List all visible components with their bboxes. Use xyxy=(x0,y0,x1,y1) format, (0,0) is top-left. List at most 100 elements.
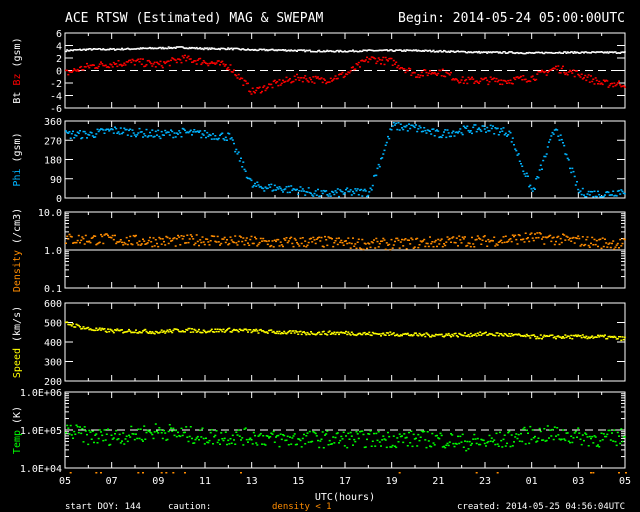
data-point-temp xyxy=(76,426,79,428)
data-point-bt xyxy=(450,50,452,52)
data-point-speed xyxy=(111,330,114,332)
data-point-bt xyxy=(214,48,217,50)
data-point-speed xyxy=(210,328,213,331)
data-point-bt xyxy=(364,49,367,52)
data-point-bt xyxy=(222,47,225,50)
data-point-temp xyxy=(395,446,398,449)
data-point-temp xyxy=(126,440,129,443)
data-point-temp xyxy=(289,436,291,438)
data-point-bt xyxy=(585,51,588,53)
data-point-phi xyxy=(122,131,125,134)
data-point-speed xyxy=(102,328,105,331)
data-point-phi xyxy=(549,138,552,141)
data-point-density xyxy=(432,246,435,248)
data-point-bt xyxy=(422,49,424,52)
data-point-temp xyxy=(504,445,507,447)
data-point-bz xyxy=(229,64,232,66)
data-point-temp xyxy=(105,433,108,435)
data-point-density xyxy=(609,246,612,249)
data-point-temp xyxy=(622,436,625,438)
data-point-bt xyxy=(363,49,366,52)
data-point-bt xyxy=(152,47,155,50)
data-point-bz xyxy=(81,69,84,71)
data-point-density xyxy=(494,245,497,247)
data-point-temp xyxy=(464,440,466,442)
data-point-bt xyxy=(544,51,547,54)
data-point-speed xyxy=(263,331,266,333)
data-point-temp xyxy=(523,426,526,429)
data-point-bt xyxy=(66,49,69,51)
data-point-temp xyxy=(189,426,192,428)
data-point-phi xyxy=(443,131,445,133)
data-point-density xyxy=(306,244,309,246)
data-point-speed xyxy=(592,337,595,339)
caution-mark xyxy=(165,472,168,474)
y-tick-label: 0 xyxy=(56,194,62,205)
data-point-temp xyxy=(195,437,198,439)
y-tick-label: 300 xyxy=(44,358,62,369)
data-point-temp xyxy=(311,440,314,443)
data-point-temp xyxy=(377,431,380,433)
data-point-temp xyxy=(507,431,510,434)
data-point-bt xyxy=(566,51,569,53)
data-point-density xyxy=(481,239,484,241)
data-point-bz xyxy=(195,63,198,65)
data-point-bt xyxy=(103,48,106,51)
data-point-bz xyxy=(255,89,258,92)
data-point-speed xyxy=(177,329,179,331)
data-point-bt xyxy=(280,49,283,51)
data-point-temp xyxy=(438,437,441,440)
data-point-bt xyxy=(93,48,95,50)
data-point-speed xyxy=(422,334,424,336)
data-point-phi xyxy=(600,196,603,198)
caution-mark xyxy=(618,472,620,474)
data-point-bz xyxy=(381,59,384,61)
y-tick-label: 200 xyxy=(44,377,62,388)
data-point-bz xyxy=(249,91,252,93)
data-point-speed xyxy=(174,328,177,330)
data-point-temp xyxy=(576,436,578,438)
data-point-speed xyxy=(367,333,370,335)
data-point-phi xyxy=(548,141,550,143)
data-point-bt xyxy=(377,49,380,52)
data-point-density xyxy=(380,240,382,242)
data-point-phi xyxy=(265,187,268,190)
caution-mark xyxy=(592,472,595,474)
data-point-bt xyxy=(230,47,233,49)
data-point-phi xyxy=(368,191,371,193)
y-axis-label: Density(/cm3) xyxy=(12,208,23,292)
data-point-bt xyxy=(429,49,431,52)
data-point-phi xyxy=(406,130,409,132)
data-point-bt xyxy=(584,51,587,53)
data-point-density xyxy=(290,236,293,239)
data-point-density xyxy=(397,239,400,242)
data-point-bz xyxy=(265,87,268,90)
data-point-temp xyxy=(82,441,85,443)
data-point-speed xyxy=(373,332,375,335)
data-point-density xyxy=(418,244,421,246)
data-point-density xyxy=(250,235,253,238)
data-point-phi xyxy=(525,172,528,175)
data-point-speed xyxy=(492,334,494,336)
data-point-bz xyxy=(192,61,195,63)
data-point-phi xyxy=(173,132,176,134)
data-point-bz xyxy=(112,61,115,64)
data-point-bt xyxy=(266,49,269,52)
data-point-speed xyxy=(439,333,442,336)
data-point-phi xyxy=(245,176,248,179)
data-point-density xyxy=(378,242,381,245)
data-point-bt xyxy=(205,47,207,50)
data-point-temp xyxy=(461,433,464,436)
data-point-phi xyxy=(501,130,504,132)
data-point-temp xyxy=(621,440,624,443)
data-point-density xyxy=(608,242,611,244)
data-point-density xyxy=(319,240,322,242)
data-point-density xyxy=(340,239,343,242)
data-point-speed xyxy=(73,326,76,328)
data-point-bz xyxy=(105,66,108,68)
data-point-phi xyxy=(182,128,185,130)
data-point-bt xyxy=(537,51,540,53)
data-point-bt xyxy=(594,51,597,54)
data-point-density xyxy=(122,244,125,246)
data-point-bz xyxy=(455,78,458,81)
